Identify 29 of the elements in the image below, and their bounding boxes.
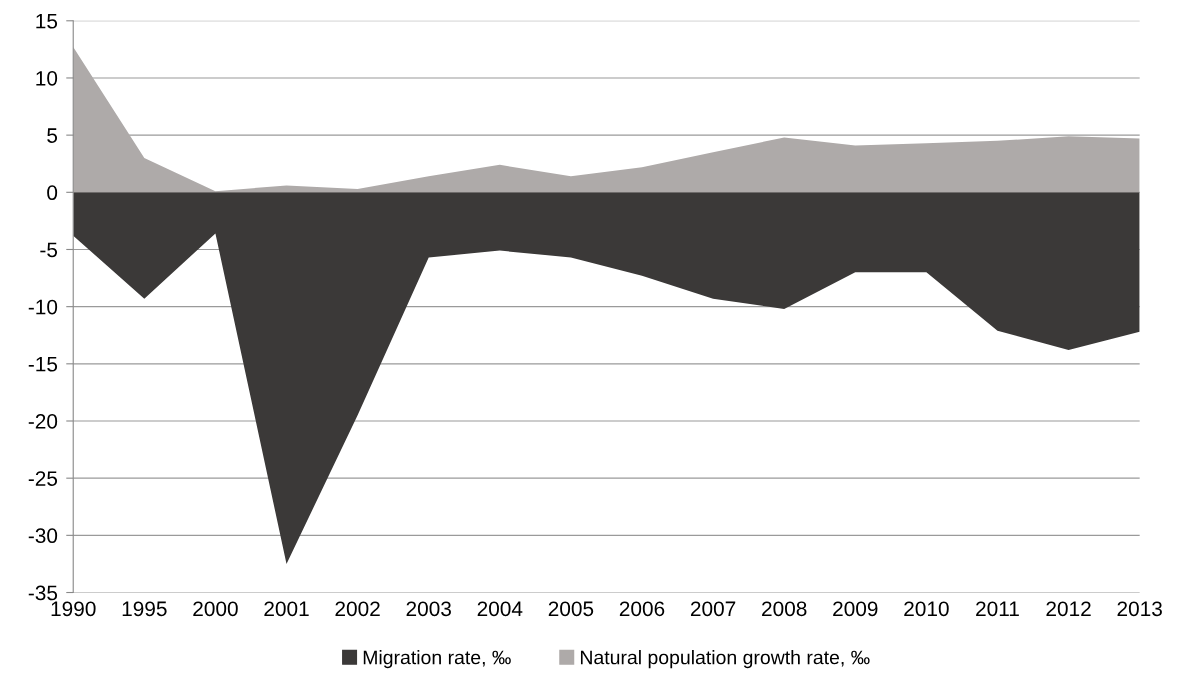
x-tick-label: 2003 [406, 601, 451, 617]
x-tick-label: 2006 [619, 601, 665, 617]
y-tick-label: -10 [28, 299, 58, 315]
y-tick-label: -15 [28, 357, 58, 372]
y-tick-label: -25 [28, 471, 58, 486]
x-tick-label: 2004 [477, 601, 523, 617]
legend-label: Natural population growth rate, ‰ [580, 650, 870, 669]
x-tick-label: 2009 [833, 601, 878, 617]
legend-label: Migration rate, ‰ [363, 650, 511, 669]
y-tick-label: 0 [47, 185, 58, 201]
x-tick-label: 1990 [51, 601, 96, 617]
x-tick-label: 2013 [1117, 601, 1162, 617]
x-tick-label: 2011 [976, 601, 1019, 617]
y-tick-label: -20 [28, 414, 58, 429]
y-tick-label: 10 [36, 70, 58, 86]
y-tick-label: -5 [40, 242, 58, 258]
x-tick-label: 2007 [690, 601, 736, 617]
x-tick-label: 2008 [762, 601, 807, 617]
x-tick-label: 2001 [264, 601, 309, 617]
y-tick-label: -30 [28, 528, 58, 544]
y-tick-label: -35 [28, 585, 58, 601]
x-tick-label: 1995 [122, 601, 167, 617]
y-tick-label: 15 [36, 14, 58, 29]
x-tick-label: 2005 [548, 601, 594, 617]
y-tick-label: 5 [47, 128, 58, 143]
x-tick-label: 2002 [335, 601, 380, 617]
x-tick-label: 2010 [904, 601, 949, 617]
x-tick-label: 2012 [1046, 601, 1091, 617]
x-tick-label: 2000 [193, 601, 238, 617]
